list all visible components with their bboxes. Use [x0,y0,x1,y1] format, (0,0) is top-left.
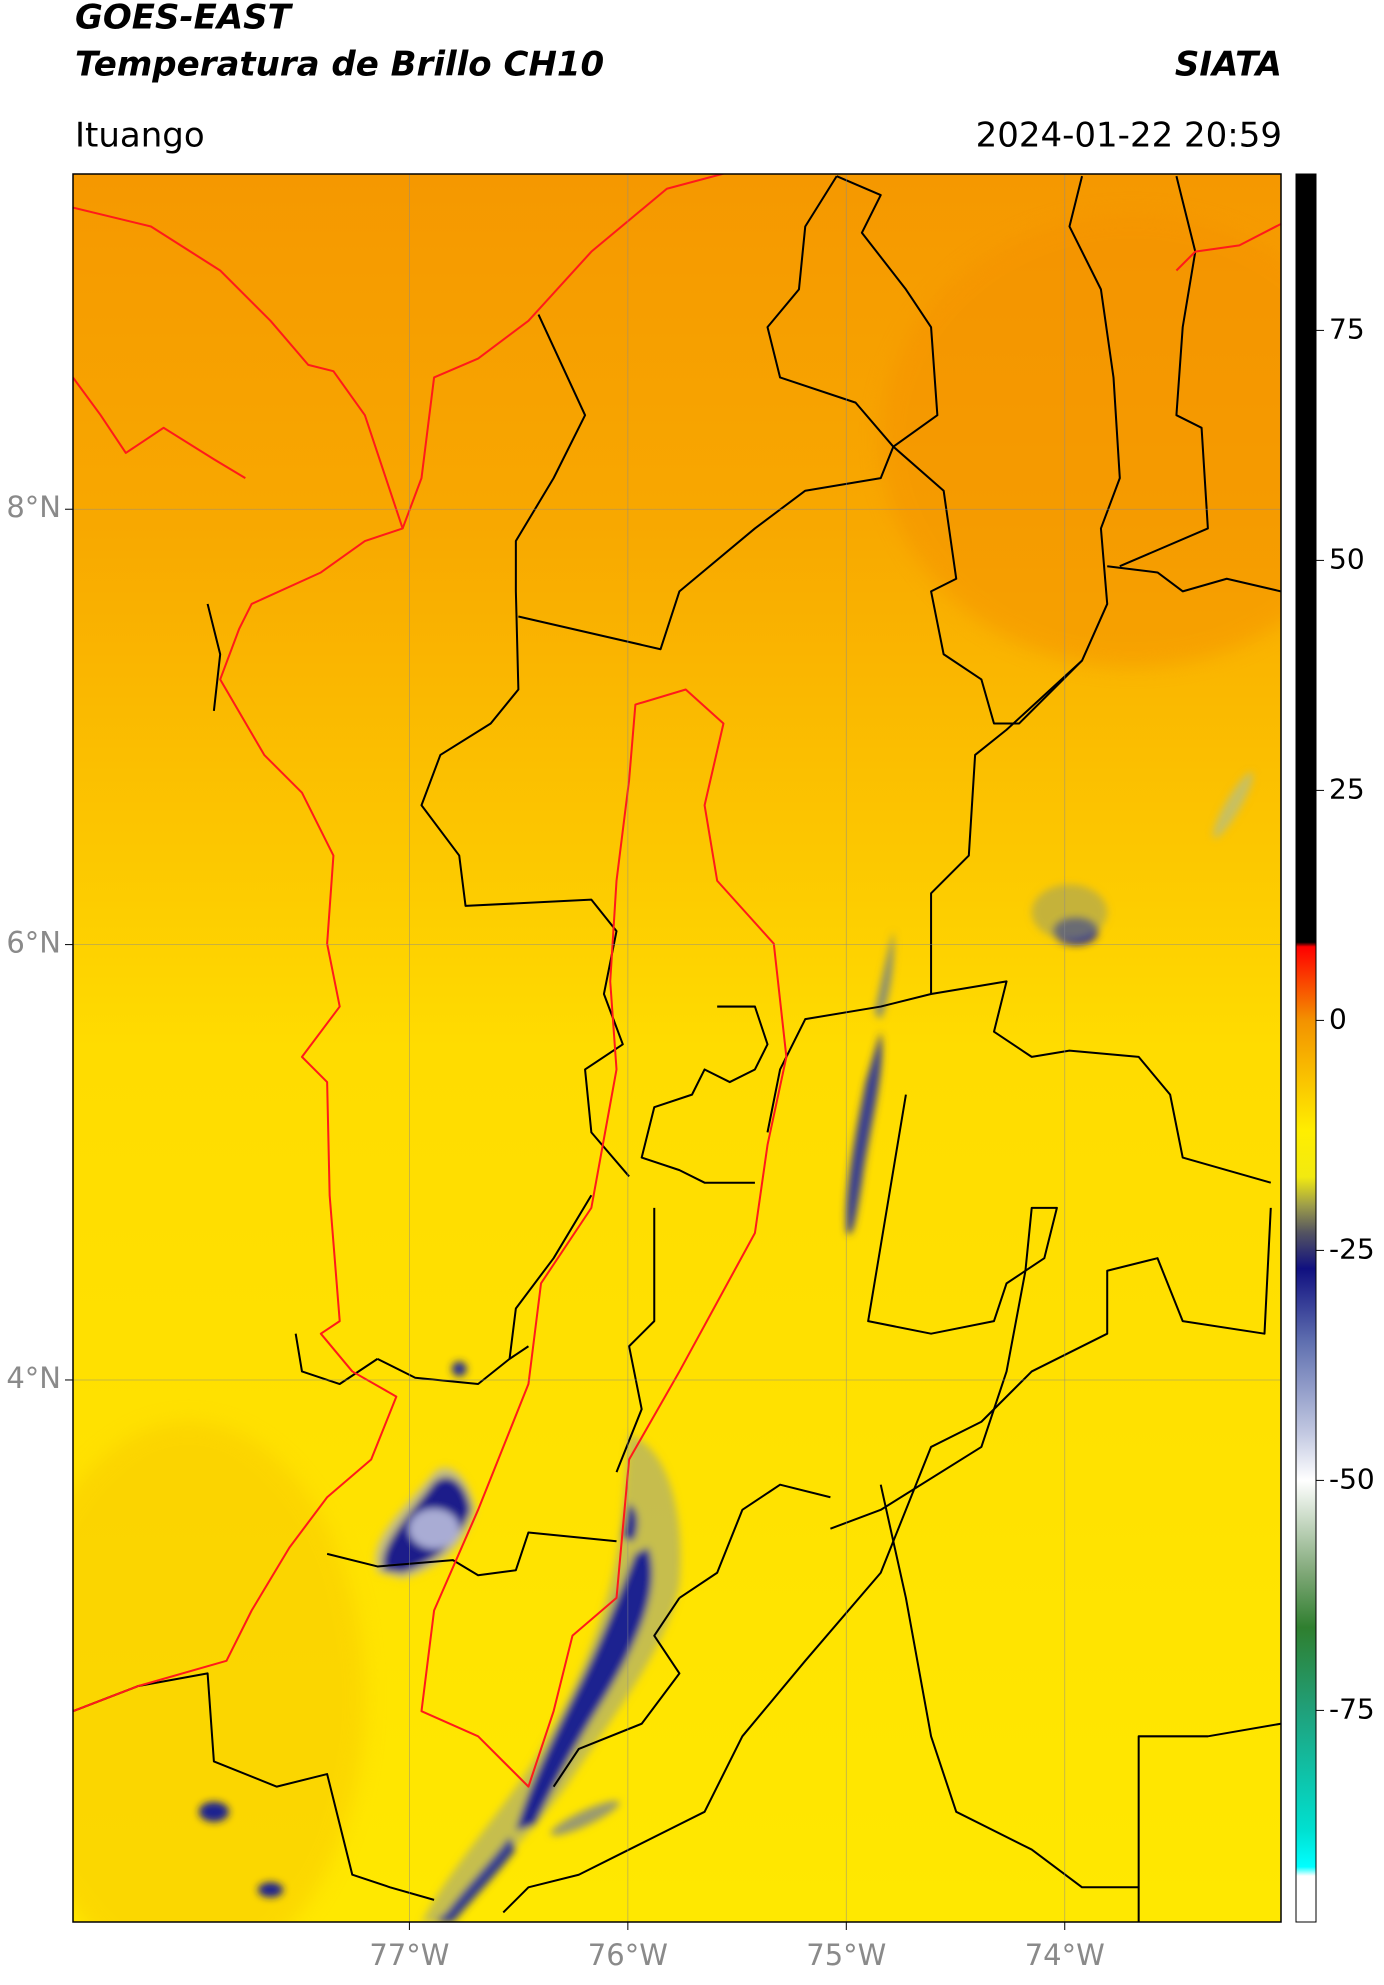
field-details [73,174,1281,1922]
warm-zone [73,1421,365,1922]
coastline [73,174,1281,1788]
cloud [198,1801,229,1822]
border [552,1597,681,1788]
x-tick-label: 75°W [806,1938,886,1972]
border [830,1094,1058,1530]
colorbar-tick-label: 75 [1329,312,1365,345]
colorbar-tick-label: 0 [1329,1002,1347,1035]
colorbar-tick-label: 25 [1329,772,1365,805]
map-frame [72,173,1282,1923]
cloud-halo [421,1434,681,1922]
border [502,1207,1272,1914]
border [879,1484,1139,1889]
cloud [874,931,894,1020]
coast [73,376,246,479]
border [377,1345,530,1386]
cloud [451,1361,467,1377]
border [326,1531,617,1577]
cloud [846,1031,883,1235]
grid [73,174,1281,1922]
border [1137,1722,1281,1922]
title: GOES-EAST [75,0,294,38]
warm-zone [880,213,1281,667]
cloud [434,1836,516,1922]
border [615,1207,656,1473]
border [892,175,1121,725]
border [508,1194,593,1359]
cloud [622,1503,638,1542]
timestamp: 2024-01-22 20:59 [976,116,1282,156]
y-tick-label: 6°N [6,926,61,960]
x-tick-label: 74°W [1025,1938,1105,1972]
y-tick-label: 8°N [6,490,61,524]
coast [73,206,404,1713]
cloud [515,1547,652,1831]
border [294,1333,379,1386]
border [420,314,630,1178]
location: Ituango [75,116,205,156]
coast [401,174,724,529]
colorbar-tick-label: -50 [1329,1462,1375,1495]
colorbar-scale [1295,173,1317,1923]
cloud-halo [1031,884,1108,940]
colorbar-tick-label: -25 [1329,1232,1375,1265]
border [1107,565,1281,593]
cloud [257,1882,284,1898]
border [640,1005,769,1184]
basin-outline [420,688,788,1788]
cloud-core [408,1508,460,1549]
colorbar-tick-label: -75 [1329,1692,1375,1725]
map-area [73,174,1281,1922]
border [678,1483,831,1599]
coast [1175,223,1281,272]
source: SIATA [1175,45,1282,85]
cloud [550,1800,620,1836]
y-tick-label: 4°N [6,1361,61,1395]
department-borders [73,175,1281,1922]
colorbar-tick-label: 50 [1329,542,1365,575]
colorbar: -75 -50 -25 0 25 50 75 [1295,173,1375,1923]
cloud [1213,772,1254,839]
x-tick-label: 76°W [588,1938,668,1972]
border [206,603,222,711]
border [766,659,1083,1133]
border [930,980,1272,1184]
subtitle: Temperatura de Brillo CH10 [75,45,604,85]
clouds [198,772,1254,1922]
x-tick-label: 77°W [369,1938,449,1972]
border [73,1672,435,1901]
border [518,446,895,651]
